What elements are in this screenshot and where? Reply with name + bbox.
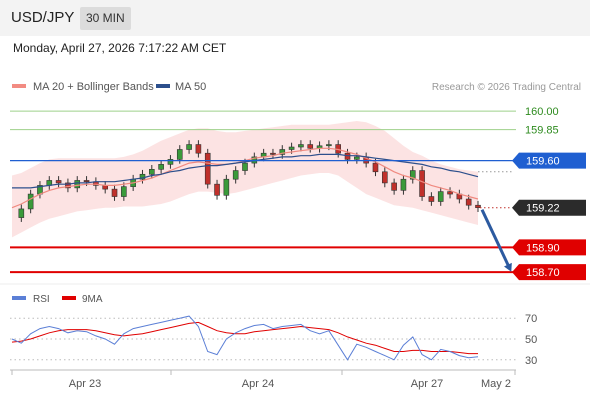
level-label-159.85: 159.85 [525, 125, 559, 137]
candle-body [204, 152, 211, 185]
candle-body [307, 144, 314, 149]
candle-body [437, 191, 444, 202]
legend-label-rsi: RSI [33, 294, 50, 305]
last-price-label: 159.22 [526, 203, 560, 215]
legend-swatch-ma50 [156, 84, 170, 88]
x-tick-label-1: Apr 24 [242, 378, 274, 390]
candle-body [176, 149, 183, 160]
candle-body [409, 170, 416, 180]
legend-label-ma50: MA 50 [175, 81, 206, 93]
legend-swatch-9ma [62, 296, 76, 300]
x-tick-label-2: Apr 27 [411, 378, 443, 390]
candle-body [214, 183, 220, 196]
key-levels: 160.00 159.85 159.60 158.90 158.70 159.22 [10, 106, 586, 281]
forecast-arrow-shaft [480, 209, 512, 270]
legend-label-9ma: 9MA [82, 294, 103, 305]
level-label-160.00: 160.00 [525, 106, 559, 118]
bollinger-band [12, 121, 478, 238]
candle-body [298, 144, 304, 148]
candle-body [391, 182, 397, 191]
candle-body [428, 196, 435, 202]
legend-label-ma20: MA 20 + Bollinger Bands [33, 81, 154, 93]
ma50-line [12, 153, 479, 189]
level-label-158.70: 158.70 [526, 267, 560, 279]
level-tag-158.70 [512, 264, 586, 281]
candle-body [288, 146, 295, 150]
candle-body [354, 156, 360, 160]
candle-body [447, 191, 453, 195]
candle-body [65, 182, 71, 189]
level-label-158.90: 158.90 [526, 242, 560, 254]
price-plot-area [11, 121, 481, 238]
credit-text: Research © 2026 Trading Central [432, 82, 581, 93]
rsi-tick-70: 70 [525, 313, 537, 325]
rsi-9ma-line [11, 321, 478, 355]
candle-body [158, 164, 164, 170]
header-bar: USD/JPY 30 MIN [0, 0, 590, 36]
candle-body [223, 178, 230, 196]
level-tag-159.60 [512, 152, 586, 169]
candle-body [475, 204, 481, 208]
timestamp: Monday, April 27, 2026 7:17:22 AM CET [13, 41, 227, 55]
rsi-tick-30: 30 [525, 355, 537, 367]
candle-body [381, 171, 388, 184]
legend-swatch-ma20 [12, 84, 26, 88]
candle-body [326, 144, 332, 147]
candle-body [83, 180, 90, 182]
candle-body [18, 208, 25, 218]
candle-body [149, 169, 155, 175]
candle-body [74, 180, 81, 189]
last-price-tag [512, 199, 586, 216]
candle-body [167, 159, 174, 165]
candle-body [242, 162, 248, 171]
candle-body [232, 170, 239, 180]
rsi-tick-50: 50 [525, 334, 537, 346]
forecast-arrow-head [504, 262, 512, 272]
level-label-159.60: 159.60 [526, 156, 560, 168]
rsi-plot-area: 70 50 30 [10, 313, 537, 367]
candle-body [279, 149, 286, 155]
candle-body [419, 170, 425, 197]
candle-body [372, 162, 379, 173]
candle-body [186, 144, 192, 150]
instrument-title: USD/JPY [11, 9, 75, 26]
candle-body [195, 144, 202, 154]
rsi-line [11, 315, 479, 361]
candle-body [111, 188, 118, 197]
candle-body [344, 152, 351, 160]
candle-body [27, 193, 34, 210]
x-tick-label-3: May 2 [481, 378, 511, 390]
candle-body [121, 186, 127, 197]
candle-body [400, 178, 407, 191]
candle-body [465, 198, 472, 206]
level-tag-158.90 [512, 239, 586, 256]
candle-body [270, 152, 276, 155]
x-tick-label-0: Apr 23 [69, 378, 101, 390]
x-axis: Apr 23 Apr 24 Apr 27 May 2 [11, 370, 516, 390]
timeframe-badge[interactable]: 30 MIN [80, 7, 131, 30]
candle-body [55, 180, 62, 184]
legend-swatch-rsi [12, 296, 26, 300]
